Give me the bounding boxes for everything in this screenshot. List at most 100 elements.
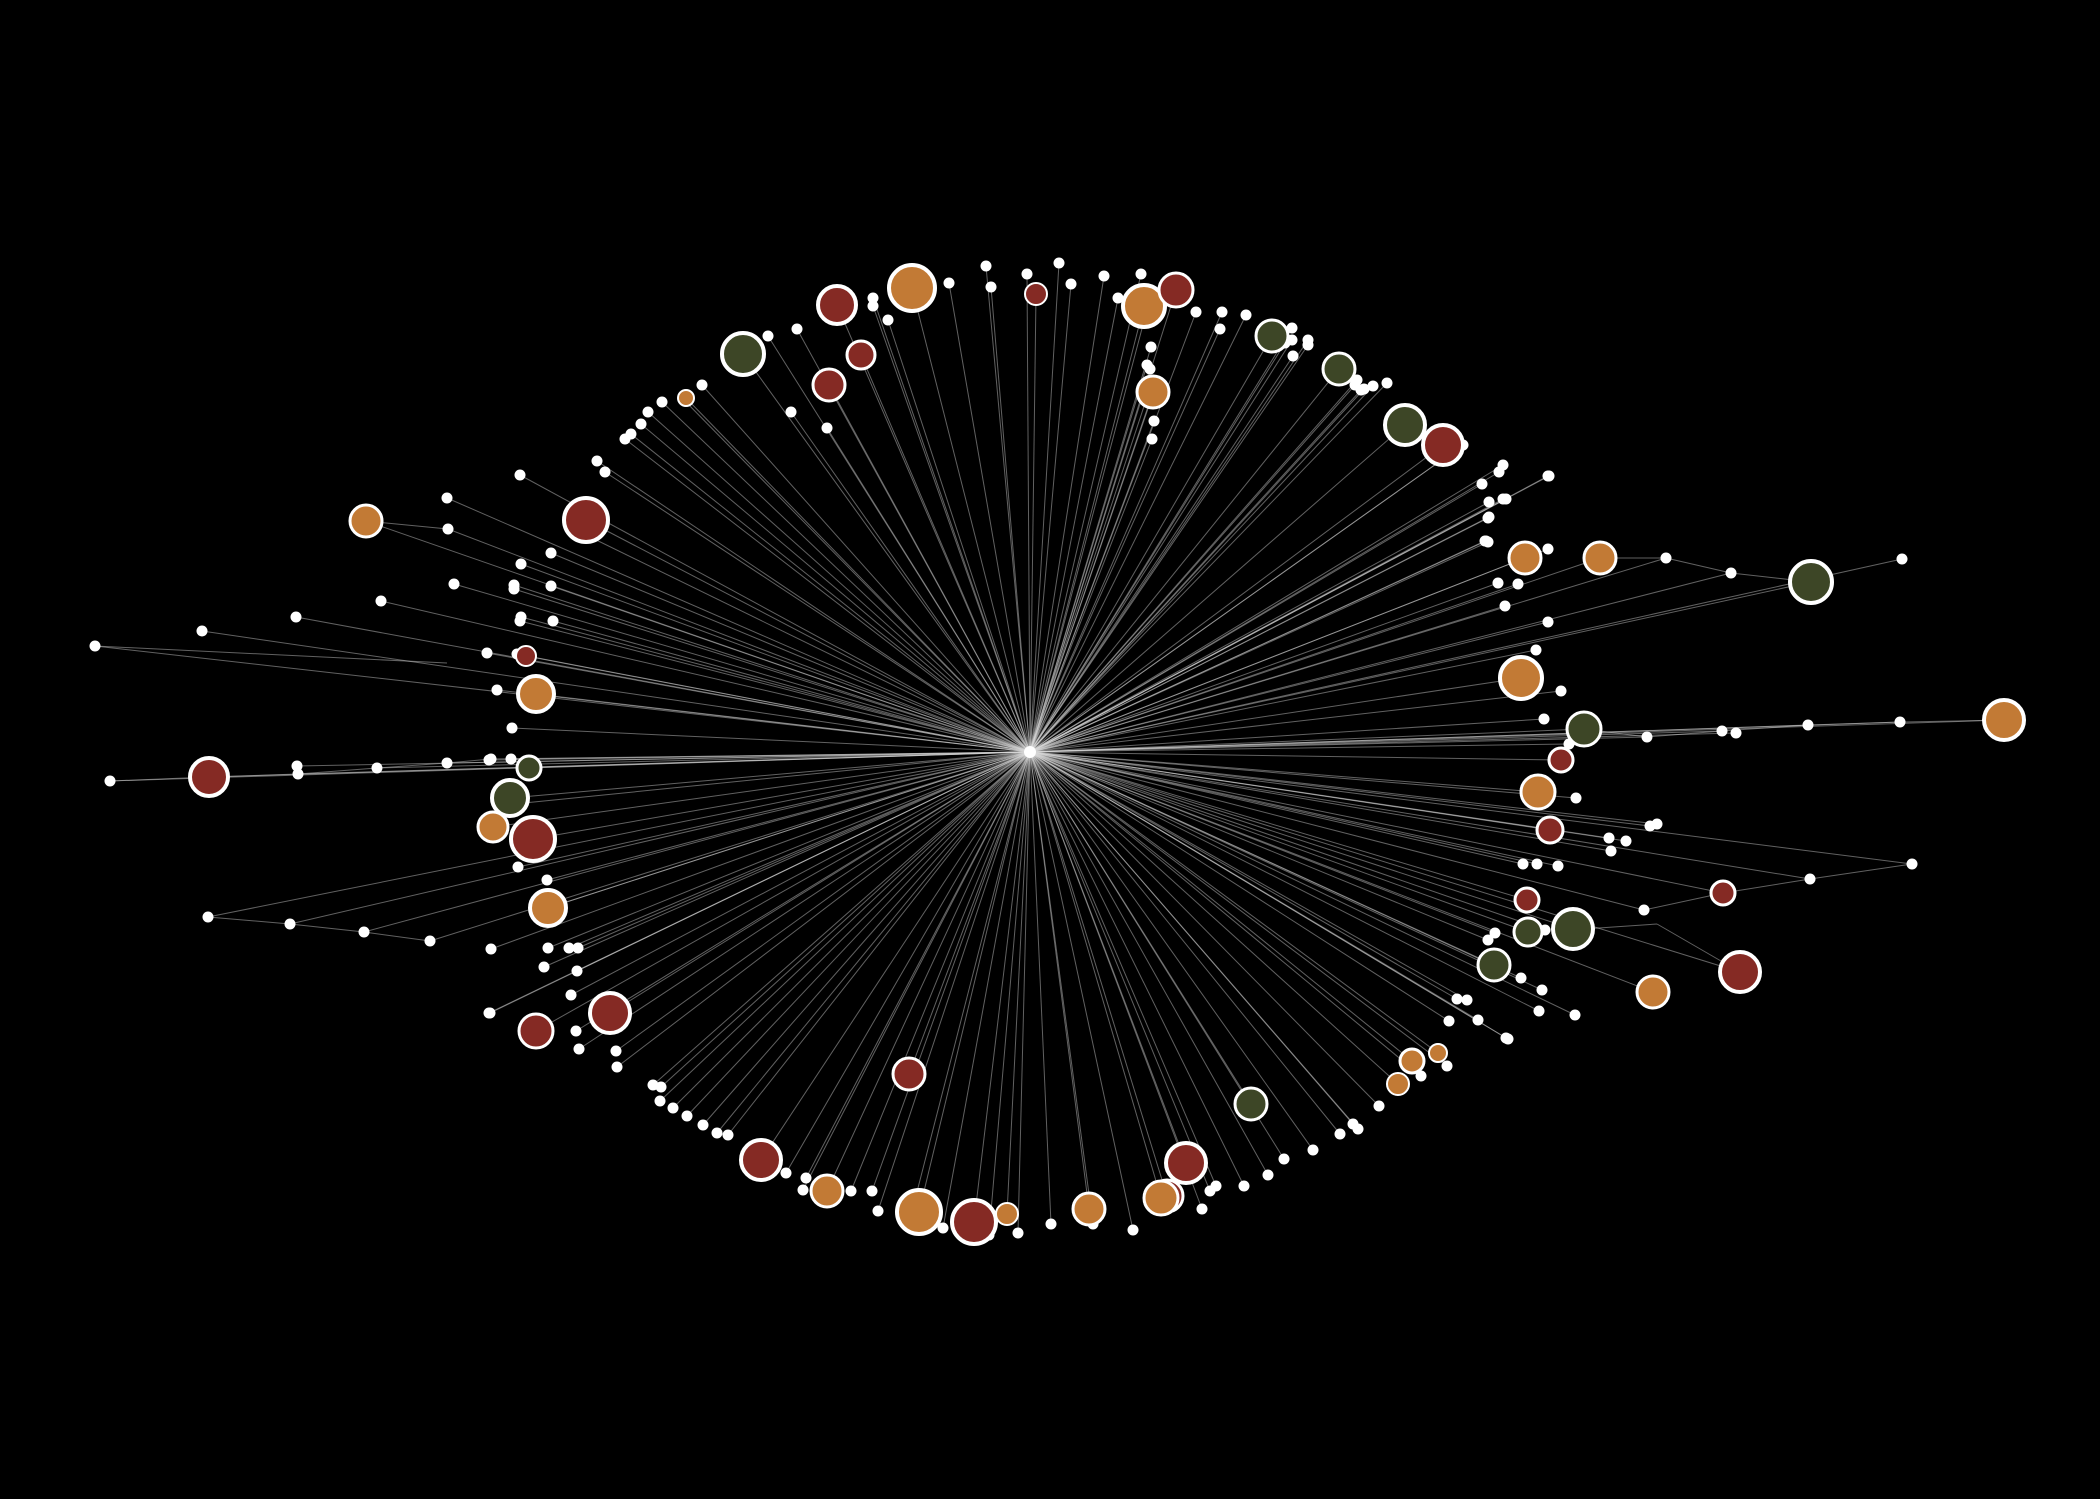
hub-edge (826, 427, 1031, 753)
hub-edge (683, 399, 1031, 753)
hub-edge (583, 533, 1031, 753)
hub-edge (550, 751, 1031, 908)
red-node (1709, 879, 1737, 907)
hub-edge (543, 751, 1031, 968)
hub-edge (686, 751, 1031, 1117)
leaf-node (1570, 792, 1582, 804)
leaf-node (563, 942, 575, 954)
hub-edge (1029, 498, 1507, 753)
hub-edge (547, 751, 1031, 909)
hub-edge (297, 751, 1031, 775)
hub-edge (1029, 719, 2005, 753)
leaf-node (1533, 1005, 1545, 1017)
hub-edge (652, 751, 1031, 1086)
hub-edge (486, 652, 1031, 753)
leaf-node (1262, 1169, 1274, 1181)
orange-node (1982, 698, 2026, 742)
hub-edge (826, 751, 1031, 1192)
hub-edge (1029, 342, 1286, 753)
hub-edge (1029, 424, 1406, 753)
leaf-node (872, 1205, 884, 1217)
hub-edge (1029, 483, 1483, 753)
hub-edge (576, 751, 1031, 972)
hub-edge (1029, 446, 1461, 753)
leaf-node (542, 942, 554, 954)
hub-edge (1029, 379, 1358, 753)
leaf-node (1482, 934, 1494, 946)
red-node (1421, 423, 1465, 467)
hub-edge (630, 433, 1031, 753)
leaf-node (1302, 334, 1314, 346)
leaf-node (681, 1110, 693, 1122)
leaf-node (505, 753, 517, 765)
leaf-node (1499, 600, 1511, 612)
leaf-node (545, 547, 557, 559)
leaf-node (980, 260, 992, 272)
leaf-node (358, 926, 370, 938)
leaf-node (1053, 257, 1065, 269)
hub-edge (850, 751, 1031, 1192)
hub-edge (447, 528, 1031, 753)
hub-edge (1029, 364, 1148, 753)
hub-edge (716, 751, 1031, 1134)
hub-edge (535, 693, 1031, 753)
outer-edge (376, 762, 448, 769)
orange-node (895, 1188, 943, 1236)
hub-edge (1029, 388, 1365, 753)
leaf-node (1660, 552, 1672, 564)
leaf-node (1148, 415, 1160, 427)
leaf-node (491, 684, 503, 696)
leaf-node (1480, 535, 1492, 547)
red-node (845, 339, 877, 371)
hub-edge (1029, 751, 1811, 880)
leaf-node (375, 595, 387, 607)
hub-edge (1029, 751, 1658, 825)
hub-edge (1029, 501, 1490, 753)
hub-edge (1029, 751, 1354, 1125)
leaf-node (1021, 268, 1033, 280)
red-node (1535, 815, 1565, 845)
hub-edge (1029, 557, 1526, 753)
hub-edge (1029, 751, 1448, 1067)
hub-edge (1029, 328, 1221, 753)
leaf-node (1334, 1128, 1346, 1140)
hub-edge (1029, 743, 1570, 753)
hub-edge (488, 751, 1031, 761)
hub-edge (1029, 736, 1648, 753)
hub-edge (1029, 262, 1060, 753)
leaf-node (1538, 713, 1550, 725)
leaf-node (547, 615, 559, 627)
orange-node (476, 810, 510, 844)
hub-edge (909, 751, 1031, 1220)
hub-edge (911, 287, 1031, 753)
hub-edge (1029, 581, 1812, 753)
leaf-node (515, 558, 527, 570)
leaf-node (1204, 1185, 1216, 1197)
leaf-node (1552, 860, 1564, 872)
leaf-node (572, 942, 584, 954)
hub-edge (1029, 751, 1217, 1187)
leaf-node (424, 935, 436, 947)
green-node (1383, 403, 1427, 447)
leaf-node (696, 379, 708, 391)
leaf-node (711, 1127, 723, 1139)
leaf-node (654, 1095, 666, 1107)
hub-edge (568, 751, 1031, 949)
green-node (1321, 351, 1357, 387)
hub-edge (871, 751, 1031, 1192)
leaf-node (866, 1185, 878, 1197)
hub-edge (201, 630, 1031, 753)
hub-edge (702, 751, 1031, 1126)
orange-node (1498, 655, 1544, 701)
hub-edge (604, 471, 1031, 753)
hub-edge (1029, 751, 1187, 1164)
hub-edge (872, 297, 1031, 753)
hub-edge (1029, 498, 1504, 753)
hub-edge (1029, 438, 1153, 753)
leaf-node (1472, 1014, 1484, 1026)
leaf-node (1190, 306, 1202, 318)
hub-edge (988, 751, 1031, 1236)
hub-edge (1029, 368, 1151, 753)
leaf-node (441, 492, 453, 504)
hub-edge (1029, 475, 1549, 753)
